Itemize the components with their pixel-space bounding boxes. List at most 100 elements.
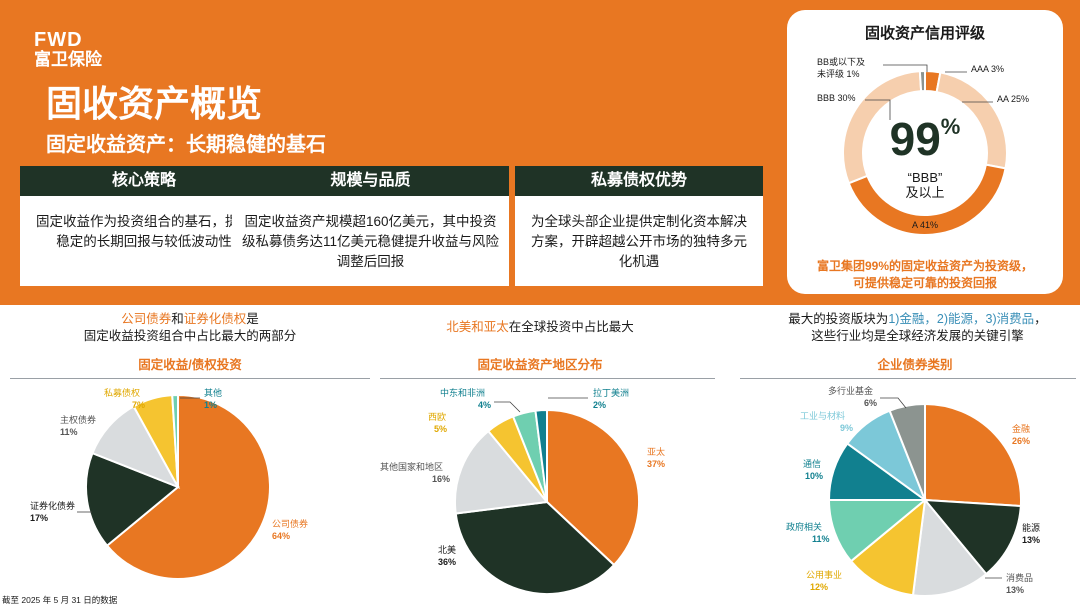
note-highlight: 证券化债权: [183, 312, 247, 326]
pie2-value-label: 4%: [478, 400, 491, 410]
pie2-label: 亚太: [647, 446, 665, 457]
rating-leader-line: [883, 64, 928, 72]
pie3-value-label: 9%: [840, 423, 853, 433]
rating-label: A 41%: [912, 220, 938, 230]
pie1-value-label: 17%: [30, 513, 48, 523]
rating-label: BB或以下及未评级 1%: [817, 56, 865, 79]
note-line-1: 富卫集团99%的固定收益资产为投资级，: [816, 259, 1034, 273]
pie2-value-label: 5%: [434, 424, 447, 434]
big-sub-2: 及以上: [905, 185, 945, 200]
rating-big-value: 99%: [875, 114, 975, 164]
rating-label: AAA 3%: [971, 64, 1004, 74]
page-title: 固收资产概览: [46, 83, 263, 124]
pie3-value-label: 10%: [805, 471, 823, 481]
left-note: 公司债券和证券化债权是 固定收益投资组合中占比最大的两部分: [40, 311, 340, 345]
rating-label: BBB 30%: [817, 93, 856, 103]
note-line-2: 可提供稳定可靠的投资回报: [852, 276, 997, 290]
pie2-label: 西欧: [428, 411, 446, 422]
pie2-slice: [534, 408, 548, 503]
pie3-label: 工业与材料: [800, 410, 845, 421]
rating-title: 固收资产信用评级: [864, 25, 985, 42]
box-header: 规模与品质: [232, 166, 509, 196]
page-subtitle: 固定收益资产：长期稳健的基石: [46, 134, 326, 156]
note-text: 是: [246, 312, 259, 326]
pie3-slice: [911, 497, 988, 597]
divider: [740, 378, 1076, 379]
pie3-value-label: 12%: [810, 582, 828, 592]
pie2-slice: [454, 429, 549, 515]
pie3-slice: [849, 497, 927, 597]
box-body: 固定收益作为投资组合的基石，提供稳定的长期回报与较低波动性: [36, 214, 252, 249]
pie2-value-label: 37%: [647, 459, 665, 469]
note-text: 和: [171, 312, 184, 326]
pie2-label: 拉丁美洲: [593, 387, 629, 398]
big-unit: %: [940, 114, 961, 139]
right-note: 最大的投资版块为1)金融，2)能源，3)消费品， 这些行业均是全球经济发展的关键…: [760, 311, 1075, 345]
note-text: ，: [1034, 312, 1047, 326]
pie2-label: 其他国家和地区: [380, 461, 443, 472]
pie1-label: 公司债券: [272, 518, 308, 529]
pie2-slice: [546, 408, 640, 567]
pie3-slice: [922, 498, 1022, 576]
logo-zh: 富卫保险: [34, 50, 102, 69]
box-header: 核心策略: [20, 166, 268, 196]
box-body: 为全球头部企业提供定制化资本解决方案，开辟超越公开市场的独特多元化机遇: [531, 214, 747, 269]
pie1-label: 证券化债券: [30, 500, 75, 511]
pie1-title: 固定收益/债权投资: [138, 358, 242, 372]
pie1-value-label: 7%: [132, 400, 145, 410]
rating-big-sub: “BBB” 及以上: [875, 170, 975, 200]
pie1-value-label: 64%: [272, 531, 290, 541]
big-number: 99: [889, 113, 941, 165]
note-line-2: 固定收益投资组合中占比最大的两部分: [83, 329, 297, 343]
pie1-label: 私募债权: [104, 387, 140, 398]
pie2-title: 固定收益资产地区分布: [477, 358, 603, 372]
mid-note: 北美和亚太在全球投资中占比最大: [380, 319, 700, 336]
note-highlight: 北美和亚太: [446, 320, 509, 334]
pie3-value-label: 11%: [812, 534, 830, 544]
rating-donut: AAA 3% AA 25% A 41% BBB 30% BB或以下及未评级 1%: [817, 56, 1029, 236]
pie1-value-label: 11%: [60, 427, 78, 437]
box-private-credit: 私募债权优势 为全球头部企业提供定制化资本解决方案，开辟超越公开市场的独特多元化…: [515, 166, 763, 286]
rating-note: 富卫集团99%的固定收益资产为投资级， 可提供稳定可靠的投资回报: [787, 258, 1063, 292]
note-text: 最大的投资版块为: [788, 312, 889, 326]
box-scale-quality: 规模与品质 固定收益资产规模超160亿美元，其中投资级私募债务达11亿美元稳健提…: [232, 166, 509, 286]
note-highlight: 公司债券: [121, 312, 172, 326]
divider: [380, 378, 715, 379]
pie1-label: 其他: [204, 387, 222, 398]
pie2-value-label: 36%: [438, 557, 456, 567]
pie2-leader-line: [494, 401, 521, 413]
pie3-title: 企业债券类别: [877, 358, 953, 372]
note-highlight: 1)金融，2)能源，3)消费品: [888, 312, 1035, 326]
pie2-slice: [454, 500, 616, 595]
pie1-slice: [85, 451, 180, 548]
pie3-label: 通信: [803, 458, 821, 469]
pie3-label: 政府相关: [786, 521, 822, 532]
pie3-label: 能源: [1022, 522, 1040, 533]
rating-slice: [918, 69, 926, 93]
pie3-value-label: 6%: [864, 398, 877, 408]
pie3-slice: [827, 499, 928, 563]
pie3-value-label: 26%: [1012, 436, 1030, 446]
pie3-slice: [888, 402, 926, 501]
logo-en: FWD: [34, 29, 83, 51]
pie1-slice: [105, 393, 271, 580]
pie2-label: 北美: [438, 544, 456, 555]
pie1-slice: [171, 393, 179, 488]
box-body: 固定收益资产规模超160亿美元，其中投资级私募债务达11亿美元稳健提升收益与风险…: [242, 214, 500, 269]
pie2-value-label: 2%: [593, 400, 606, 410]
footnote: 截至 2025 年 5 月 31 日的数据: [2, 595, 118, 605]
pie1-label: 主权债券: [60, 414, 96, 425]
rating-label: AA 25%: [997, 94, 1029, 104]
credit-rating-card: 固收资产信用评级 AAA 3% AA 25% A 41% BBB 30% BB或以下及未…: [787, 10, 1063, 294]
pie3-value-label: 13%: [1022, 535, 1040, 545]
pie3-value-label: 13%: [1006, 585, 1024, 595]
pie3-label: 公用事业: [806, 569, 842, 580]
box-header: 私募债权优势: [515, 166, 763, 196]
pie3-slice: [924, 402, 1022, 508]
pie3-label: 消费品: [1006, 572, 1033, 583]
pie1-value-label: 1%: [204, 400, 217, 410]
pie3-leader-line: [880, 397, 907, 409]
pie2-label: 中东和非洲: [440, 387, 485, 398]
divider: [10, 378, 370, 379]
